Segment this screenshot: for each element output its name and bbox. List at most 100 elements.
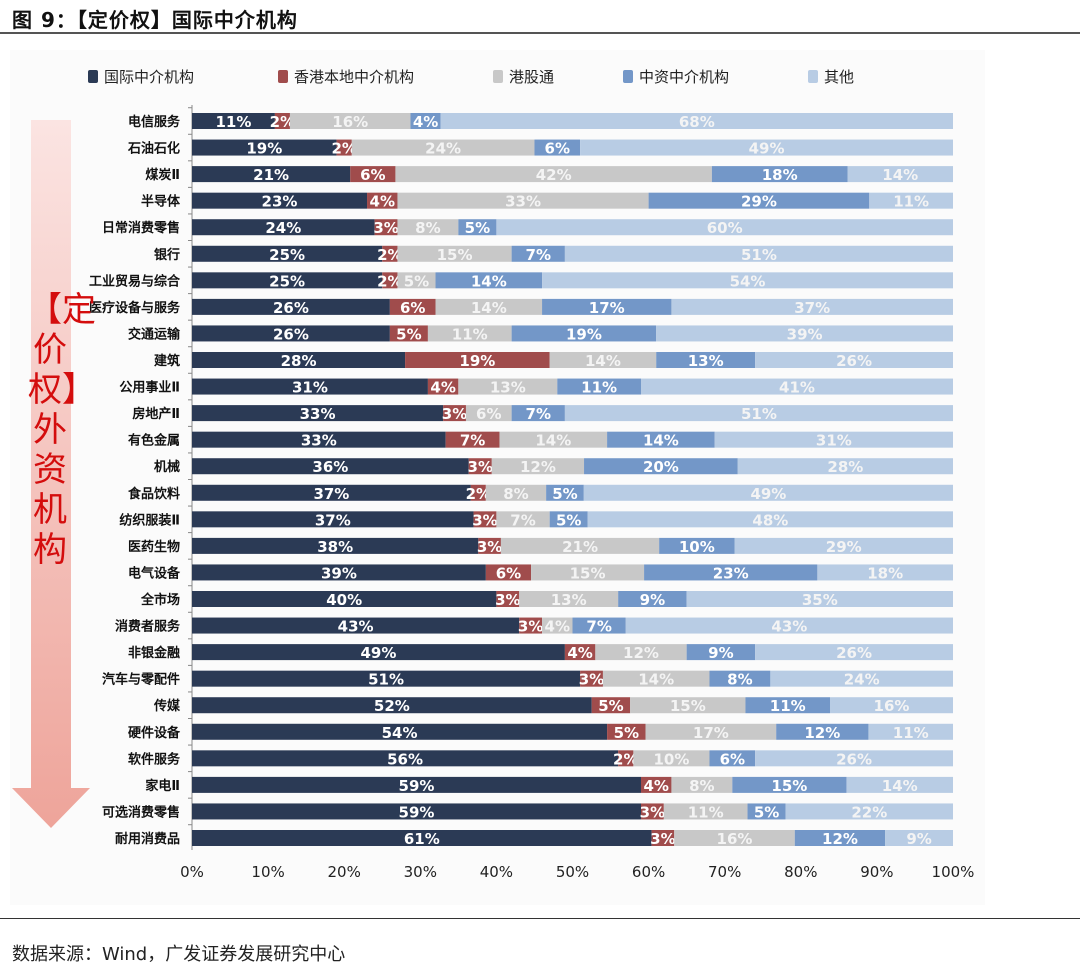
- bar-segment: [496, 219, 953, 236]
- legend-swatch: [493, 70, 503, 83]
- bar-segment: [583, 484, 953, 501]
- data-label: 26%: [836, 750, 872, 768]
- bar-segment: [192, 272, 383, 289]
- bar-segment: [350, 166, 396, 183]
- bar-segment: [587, 511, 953, 528]
- bar-segment: [747, 803, 786, 820]
- x-tick-label: 30%: [404, 863, 437, 881]
- data-label: 14%: [882, 777, 918, 795]
- bar-segment: [511, 245, 565, 262]
- bar-segment: [382, 272, 398, 289]
- bar-segment: [496, 591, 520, 607]
- data-label: 61%: [404, 830, 440, 848]
- bar-segment: [709, 670, 771, 687]
- data-label: 3%: [477, 538, 502, 556]
- bar-segment: [470, 484, 486, 501]
- data-label: 49%: [360, 644, 396, 662]
- bar-segment: [549, 511, 588, 528]
- bar-segment: [607, 723, 646, 740]
- bar-segment: [192, 697, 592, 714]
- bar-segment: [625, 617, 953, 634]
- bar-segment: [478, 537, 501, 554]
- bar-segment: [580, 670, 603, 687]
- bar-segment: [397, 272, 436, 289]
- data-label: 2%: [331, 140, 356, 158]
- data-label: 8%: [689, 777, 714, 795]
- category-label: 纺织服装Ⅱ: [119, 512, 180, 528]
- data-label: 5%: [465, 219, 490, 237]
- data-label: 28%: [827, 458, 863, 476]
- data-label: 8%: [503, 485, 528, 503]
- data-label: 7%: [586, 618, 611, 636]
- data-label: 25%: [269, 246, 305, 264]
- data-label: 8%: [727, 671, 752, 689]
- bar-segment: [192, 298, 390, 315]
- bar-segment: [473, 511, 497, 528]
- bar-segment: [519, 617, 543, 634]
- data-label: 2%: [466, 485, 491, 503]
- legend-swatch: [88, 70, 98, 83]
- data-label: 31%: [816, 432, 852, 450]
- data-label: 6%: [545, 140, 570, 158]
- bar-segment: [192, 484, 471, 501]
- data-label: 11%: [770, 697, 806, 715]
- bar-segment: [564, 405, 953, 422]
- data-label: 3%: [472, 511, 497, 529]
- bar-segment: [542, 617, 573, 634]
- legend-label: 其他: [824, 68, 855, 86]
- bar-segment: [686, 591, 953, 607]
- data-label: 11%: [688, 803, 724, 821]
- category-label: 耐用消费品: [115, 831, 180, 847]
- data-label: 31%: [292, 379, 328, 397]
- bar-segment: [192, 511, 474, 528]
- bar-segment: [382, 245, 398, 262]
- category-label: 非银金融: [128, 645, 180, 661]
- data-label: 4%: [413, 113, 438, 131]
- category-label: 家电Ⅱ: [145, 778, 180, 794]
- data-label: 59%: [399, 803, 435, 821]
- bar-segment: [584, 458, 738, 475]
- legend-item: 港股通: [493, 66, 623, 87]
- data-label: 36%: [312, 458, 348, 476]
- bar-segment: [443, 405, 466, 422]
- data-label: 4%: [545, 618, 570, 636]
- data-label: 28%: [281, 352, 317, 370]
- data-label: 12%: [804, 724, 840, 742]
- x-tick-label: 0%: [180, 863, 204, 881]
- source-note: 数据来源：Wind，广发证券发展研究中心: [12, 944, 346, 965]
- bar-segment: [734, 537, 953, 554]
- data-label: 5%: [396, 325, 421, 343]
- data-label: 25%: [269, 272, 305, 290]
- category-label: 石油石化: [127, 141, 180, 157]
- bar-segment: [511, 325, 657, 342]
- data-label: 4%: [567, 644, 592, 662]
- legend-item: 香港本地中介机构: [278, 66, 493, 87]
- bar-segment: [397, 192, 649, 209]
- bar-segment: [389, 298, 436, 315]
- bar-segment: [192, 670, 581, 687]
- legend-item: 国际中介机构: [88, 66, 278, 87]
- data-label: 2%: [377, 272, 402, 290]
- bar-segment: [674, 830, 795, 846]
- bar-segment: [531, 564, 645, 581]
- bar-segment: [671, 298, 953, 315]
- data-label: 16%: [717, 830, 753, 848]
- data-label: 14%: [535, 432, 571, 450]
- data-label: 49%: [749, 140, 785, 158]
- bar-segment: [491, 458, 585, 475]
- data-label: 9%: [906, 830, 931, 848]
- bar-segment: [192, 750, 619, 767]
- data-label: 15%: [670, 697, 706, 715]
- data-label: 3%: [579, 671, 604, 689]
- bar-segment: [427, 325, 512, 342]
- category-label: 医疗设备与服务: [89, 300, 181, 316]
- category-label: 汽车与零配件: [102, 672, 180, 688]
- bar-segment: [374, 219, 398, 236]
- bar-segment: [468, 458, 492, 475]
- title-rule: [0, 32, 1080, 34]
- data-label: 6%: [360, 166, 385, 184]
- data-label: 3%: [495, 591, 520, 609]
- data-label: 3%: [442, 405, 467, 423]
- data-label: 7%: [460, 432, 485, 450]
- bar-segment: [397, 245, 512, 262]
